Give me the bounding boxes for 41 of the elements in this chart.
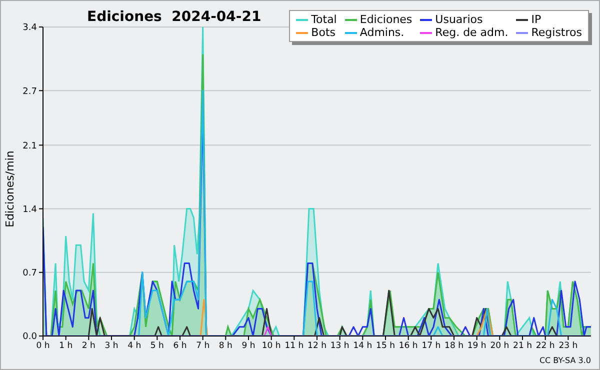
y-tick-label: 0.7 — [22, 268, 37, 279]
x-tick-label: 20 h — [490, 341, 510, 352]
legend-label: Ediciones — [360, 13, 412, 26]
y-tick-label: 2.1 — [22, 141, 37, 152]
x-tick-label: 0 h — [36, 341, 50, 352]
x-tick-label: 12 h — [308, 341, 326, 352]
x-tick-label: 11 h — [284, 341, 304, 352]
x-tick-label: 5 h — [150, 341, 164, 352]
x-tick-label: 9 h — [242, 341, 256, 352]
legend-label: IP — [531, 13, 542, 26]
x-tick-label: 18 h — [444, 341, 464, 352]
x-tick-label: 6 h — [173, 341, 187, 352]
x-tick-label: 14 h — [353, 341, 372, 352]
y-tick-label: 0.0 — [22, 332, 38, 342]
chart-title: Ediciones 2024-04-21 — [87, 9, 262, 25]
text: CC BY-SA 3.0 — [539, 356, 591, 365]
y-tick-label: 2.7 — [22, 86, 37, 97]
x-tick-label: 13 h — [330, 341, 350, 352]
x-tick-label: 3 h — [104, 341, 118, 352]
x-tick-label: 21 h — [513, 341, 532, 352]
legend-label: Admins. — [360, 26, 404, 39]
x-tick-label: 16 h — [398, 341, 418, 352]
x-tick-label: 23 h — [558, 341, 578, 352]
legend-label: Total — [311, 13, 337, 26]
x-tick-label: 22 h — [536, 341, 555, 352]
x-tick-label: 17 h — [422, 341, 441, 352]
legend-label: Bots — [311, 26, 336, 39]
legend-label: Registros — [531, 26, 582, 39]
x-tick-label: 19 h — [467, 341, 486, 352]
legend-label: Reg. de adm. — [435, 26, 508, 39]
x-tick-label: 2 h — [82, 341, 96, 352]
y-tick-label: 3.4 — [22, 23, 38, 34]
x-tick-label: 1 h — [59, 341, 73, 352]
x-tick-label: 15 h — [376, 341, 395, 352]
y-tick-label: 1.4 — [22, 204, 38, 215]
x-tick-label: 4 h — [128, 341, 142, 352]
legend-label: Usuarios — [435, 13, 483, 26]
y-axis-title: Ediciones/min — [4, 150, 16, 228]
x-tick-label: 7 h — [196, 341, 210, 352]
x-tick-label: 10 h — [262, 341, 281, 352]
x-tick-label: 8 h — [218, 341, 232, 352]
